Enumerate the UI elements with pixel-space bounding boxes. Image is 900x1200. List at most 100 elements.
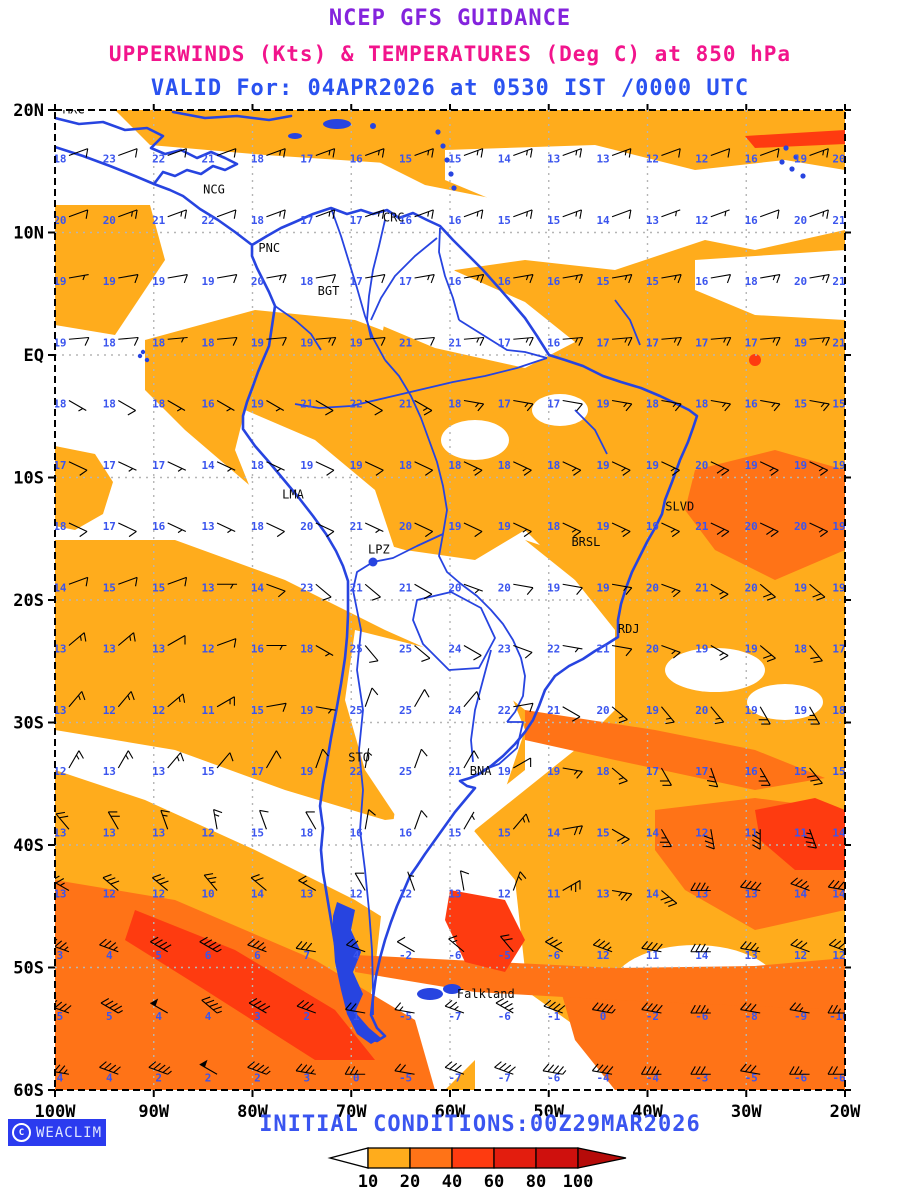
- temp-value: 20: [646, 643, 659, 656]
- city-label: STO: [348, 751, 370, 765]
- temp-value: 15: [794, 765, 807, 778]
- temp-value: 15: [596, 826, 609, 839]
- logo-text: WEACLIM: [36, 1125, 102, 1141]
- lat-axis-label: 20N: [13, 101, 44, 121]
- temp-value: 18: [300, 643, 313, 656]
- temp-value: 17: [695, 336, 708, 349]
- temp-value: 19: [646, 459, 659, 472]
- wind-barb: [848, 338, 868, 346]
- copyright-circle-icon: C: [12, 1123, 31, 1142]
- temp-value: 14: [646, 826, 660, 839]
- temp-value: -6: [498, 1010, 512, 1023]
- lat-axis-label: 10N: [13, 224, 44, 244]
- temp-value: 3: [57, 949, 64, 962]
- temp-value: 19: [596, 398, 609, 411]
- wind-barb: [848, 646, 861, 663]
- temp-value: 5: [106, 1010, 113, 1023]
- city-label: CRC: [383, 210, 405, 224]
- temp-value: 20: [596, 704, 609, 717]
- temp-value: 24: [448, 643, 462, 656]
- temp-value: 15: [152, 581, 165, 594]
- temp-value: -6: [547, 949, 561, 962]
- temp-value: 17: [103, 520, 116, 533]
- temp-value: 19: [350, 336, 363, 349]
- temp-value: 15: [201, 765, 214, 778]
- temp-value: 17: [832, 643, 845, 656]
- temp-value: 5: [57, 1010, 64, 1023]
- map-layers: 1823222118171615151413131212161920202021…: [49, 103, 868, 1090]
- temp-value: 18: [251, 459, 264, 472]
- temp-value: 19: [300, 704, 313, 717]
- temp-value: 5: [155, 949, 162, 962]
- temp-value: 17: [547, 398, 560, 411]
- temp-value: 20: [745, 581, 758, 594]
- temp-value: 25: [399, 765, 412, 778]
- temp-value: 19: [201, 275, 214, 288]
- temp-value: 21: [152, 214, 166, 227]
- temp-value: 18: [794, 643, 807, 656]
- temp-value: 2: [304, 1010, 311, 1023]
- temp-value: 13: [596, 888, 609, 901]
- lat-axis-label: 10S: [13, 469, 44, 489]
- temp-value: 17: [498, 336, 511, 349]
- temp-value: 18: [448, 459, 461, 472]
- temp-value: 18: [201, 336, 214, 349]
- temp-value: 19: [794, 581, 807, 594]
- temp-value: 4: [155, 1010, 162, 1023]
- temp-value: 18: [251, 214, 264, 227]
- temp-value: 14: [201, 459, 215, 472]
- temp-value: 19: [794, 336, 807, 349]
- temp-value: 19: [695, 643, 708, 656]
- temp-value: 20: [251, 275, 264, 288]
- temp-value: 18: [832, 704, 845, 717]
- temp-value: 19: [498, 765, 511, 778]
- wind-barb: [848, 210, 867, 221]
- temp-value: 20: [448, 581, 461, 594]
- temp-value: 13: [152, 826, 165, 839]
- temp-value: 20: [103, 214, 116, 227]
- temp-value: 17: [399, 275, 412, 288]
- temp-value: 20: [300, 520, 313, 533]
- temp-value: 12: [399, 888, 412, 901]
- temp-value: 19: [547, 765, 560, 778]
- temp-value: 13: [103, 765, 116, 778]
- temp-value: 19: [596, 581, 609, 594]
- temp-value: 25: [350, 704, 363, 717]
- weaclim-logo[interactable]: C WEACLIM: [8, 1119, 106, 1146]
- temp-value: 19: [646, 704, 659, 717]
- temp-value: 18: [103, 398, 116, 411]
- temp-value: 19: [448, 520, 461, 533]
- temp-value: 17: [350, 214, 363, 227]
- temp-value: 15: [498, 826, 511, 839]
- temp-value: 15: [448, 153, 461, 166]
- temp-value: 18: [448, 398, 461, 411]
- temp-value: 19: [646, 520, 659, 533]
- temp-value: 12: [103, 888, 116, 901]
- temp-value: 14: [251, 581, 265, 594]
- city-label: NCG: [203, 182, 225, 196]
- temp-value: 18: [251, 153, 264, 166]
- temp-value: 16: [695, 275, 709, 288]
- lat-axis-label: EQ: [24, 346, 44, 366]
- temp-value: 16: [251, 643, 265, 656]
- temp-value: 19: [832, 581, 845, 594]
- temp-value: 18: [300, 275, 313, 288]
- temp-value: 19: [152, 275, 165, 288]
- temp-value: 16: [547, 275, 561, 288]
- temp-value: 12: [646, 153, 659, 166]
- wind-barb: [848, 401, 868, 411]
- temp-value: 21: [399, 398, 413, 411]
- temp-value: 18: [152, 398, 165, 411]
- city-label: BGT: [318, 284, 340, 298]
- temp-value: 25: [399, 704, 412, 717]
- temp-value: 19: [547, 581, 560, 594]
- temp-value: 11: [201, 704, 215, 717]
- wind-barb: [844, 829, 858, 846]
- wind-barb: [848, 707, 861, 724]
- temp-value: 20: [498, 581, 511, 594]
- temp-value: 4: [353, 949, 360, 962]
- temp-value: 12: [201, 826, 214, 839]
- temp-value: 10: [201, 888, 214, 901]
- temp-value: 20: [745, 520, 758, 533]
- temp-value: 20: [832, 153, 845, 166]
